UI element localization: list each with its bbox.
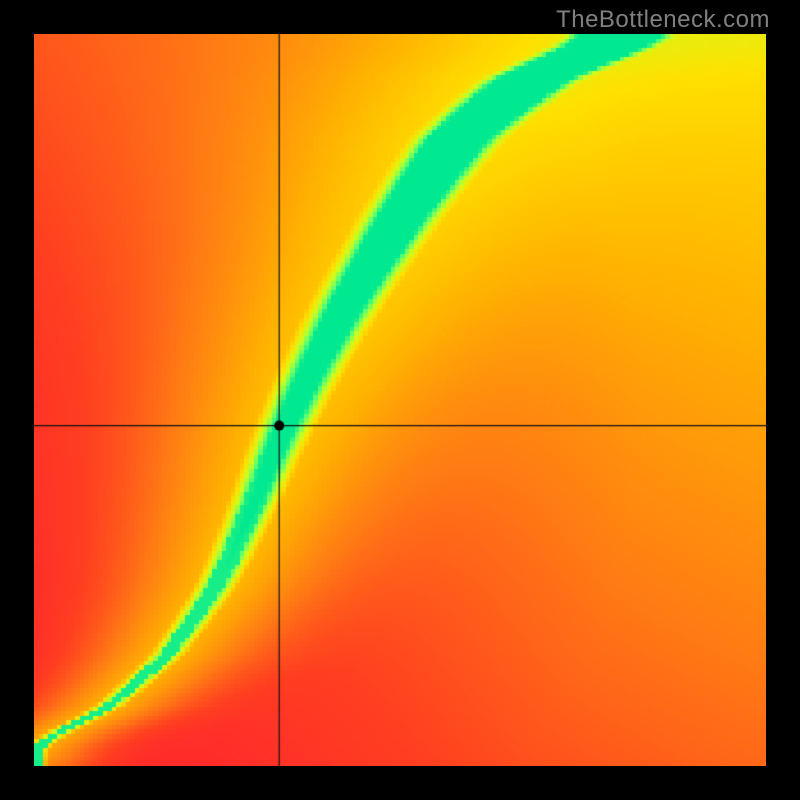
chart-frame: { "watermark": { "text": "TheBottleneck.… bbox=[0, 0, 800, 800]
watermark-text: TheBottleneck.com bbox=[556, 6, 770, 34]
bottleneck-heatmap bbox=[34, 34, 766, 766]
